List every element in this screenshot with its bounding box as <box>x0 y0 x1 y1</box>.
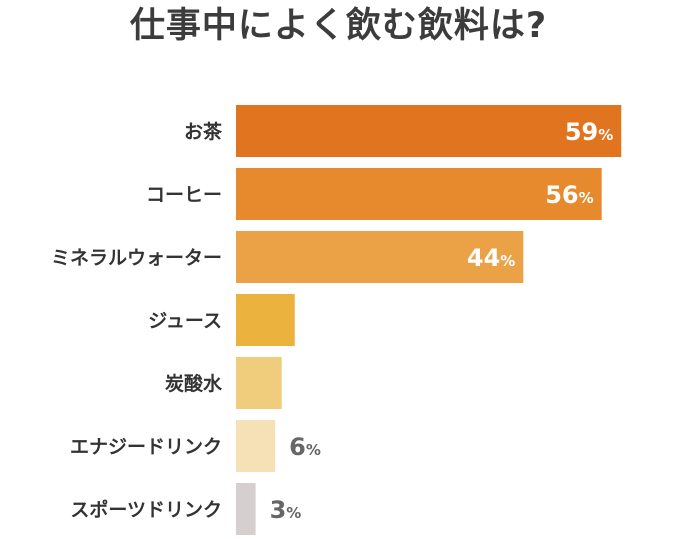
value-label-3: 44% <box>467 244 515 272</box>
bar-6 <box>236 420 276 472</box>
bar-2 <box>236 168 602 220</box>
value-label-1: 59% <box>565 118 613 146</box>
bar-1 <box>236 105 622 157</box>
bar-4 <box>236 294 295 346</box>
bar-5 <box>236 357 282 409</box>
bar-3 <box>236 231 524 283</box>
bar-7 <box>236 483 256 535</box>
category-label-5: 炭酸水 <box>165 372 223 395</box>
category-label-7: スポーツドリンク <box>70 498 222 521</box>
value-label-6: 6% <box>289 433 321 461</box>
value-label-7: 3% <box>270 496 302 524</box>
category-label-2: コーヒー <box>146 184 222 206</box>
chart-title: 仕事中によく飲む飲料は? <box>129 6 548 46</box>
value-label-2: 56% <box>545 181 593 209</box>
category-label-1: お茶 <box>184 120 223 143</box>
category-label-3: ミネラルウォーター <box>51 247 222 269</box>
category-label-6: エナジードリンク <box>70 436 222 458</box>
category-label-4: ジュース <box>148 310 222 332</box>
value-label-4: 9% <box>309 307 341 335</box>
value-label-5: 7% <box>296 370 328 398</box>
